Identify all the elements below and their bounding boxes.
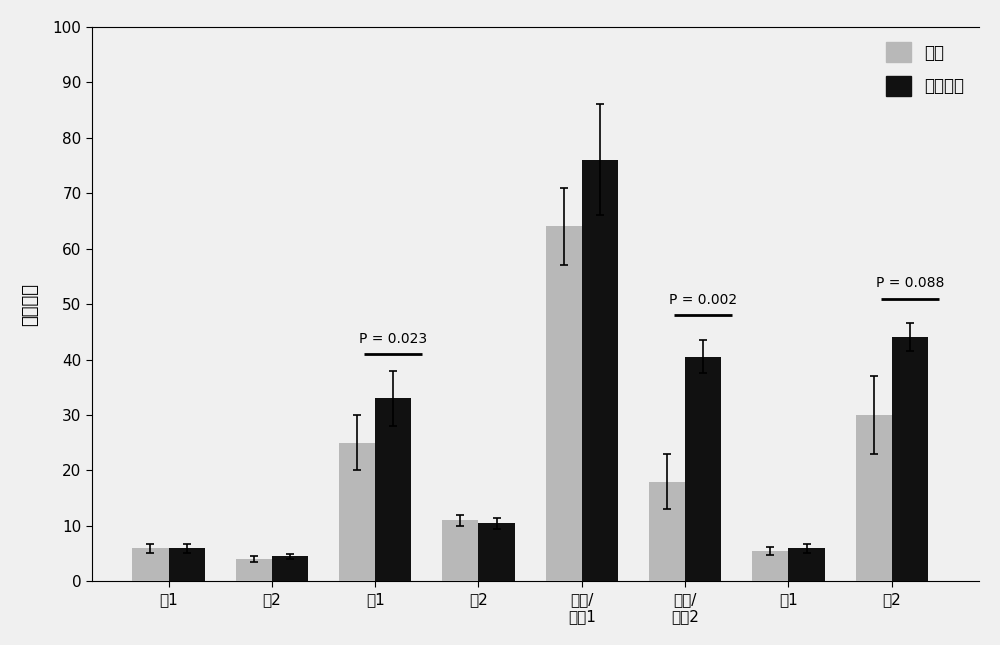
Bar	[856, 415, 892, 581]
Text: P = 0.023: P = 0.023	[359, 332, 427, 346]
Bar	[546, 226, 582, 581]
Text: P = 0.088: P = 0.088	[876, 276, 944, 290]
Bar	[236, 559, 272, 581]
Text: P = 0.002: P = 0.002	[669, 293, 737, 307]
Bar	[478, 523, 515, 581]
Bar	[752, 551, 788, 581]
Bar	[169, 548, 205, 581]
Bar	[375, 399, 411, 581]
Y-axis label: 原始分数: 原始分数	[21, 283, 39, 326]
Legend: 基线, 治疗结束: 基线, 治疗结束	[879, 35, 971, 103]
Bar	[649, 482, 685, 581]
Bar	[272, 557, 308, 581]
Bar	[788, 548, 825, 581]
Bar	[132, 548, 169, 581]
Bar	[892, 337, 928, 581]
Bar	[582, 160, 618, 581]
Bar	[685, 357, 721, 581]
Bar	[442, 521, 478, 581]
Bar	[339, 442, 375, 581]
